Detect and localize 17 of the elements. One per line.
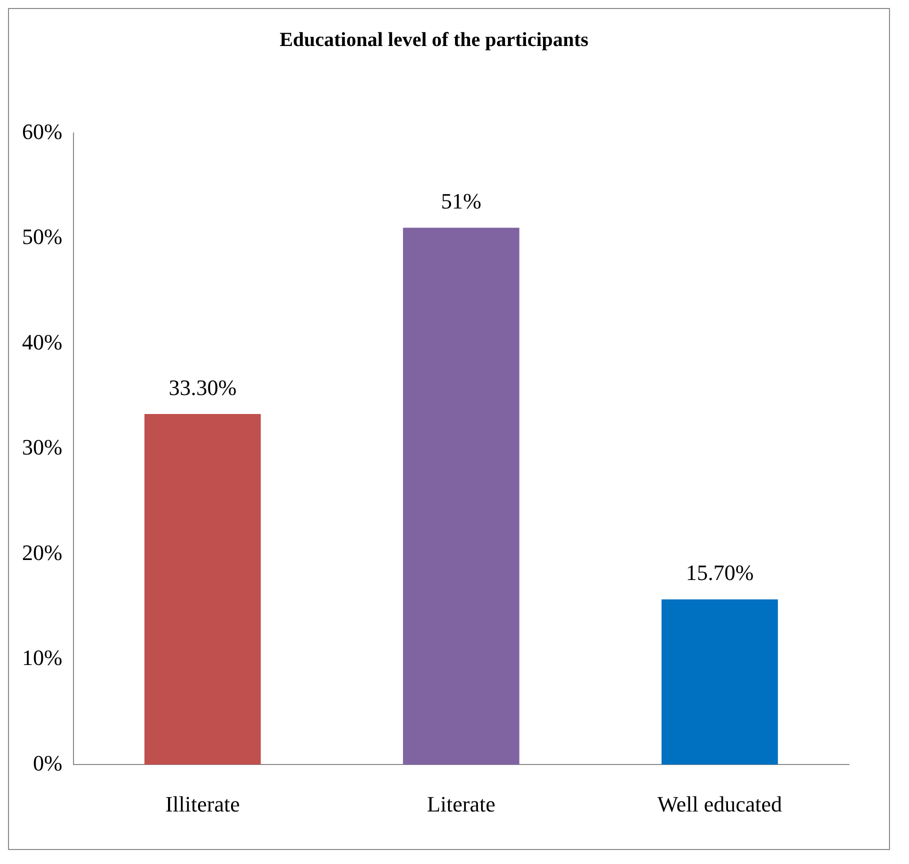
data-label: 33.30% [168,374,237,400]
x-tick-label: Literate [426,792,496,817]
bar [402,228,520,765]
y-tick-label: 10% [22,645,62,670]
x-tick-label: Well educated [657,792,782,817]
data-label: 15.70% [686,560,754,586]
x-tick-label: Illiterate [165,792,240,817]
data-label: 51% [441,188,482,214]
chart-title: Educational level of the participants [280,29,589,52]
y-tick-label: 40% [22,329,62,354]
y-tick-label: 30% [22,434,62,460]
bar [662,599,778,765]
y-tick-label: 20% [22,540,62,565]
y-tick-label: 50% [22,224,62,250]
y-tick-label: 0% [33,750,62,776]
y-tick-label: 60% [22,118,62,144]
bar [144,414,261,765]
